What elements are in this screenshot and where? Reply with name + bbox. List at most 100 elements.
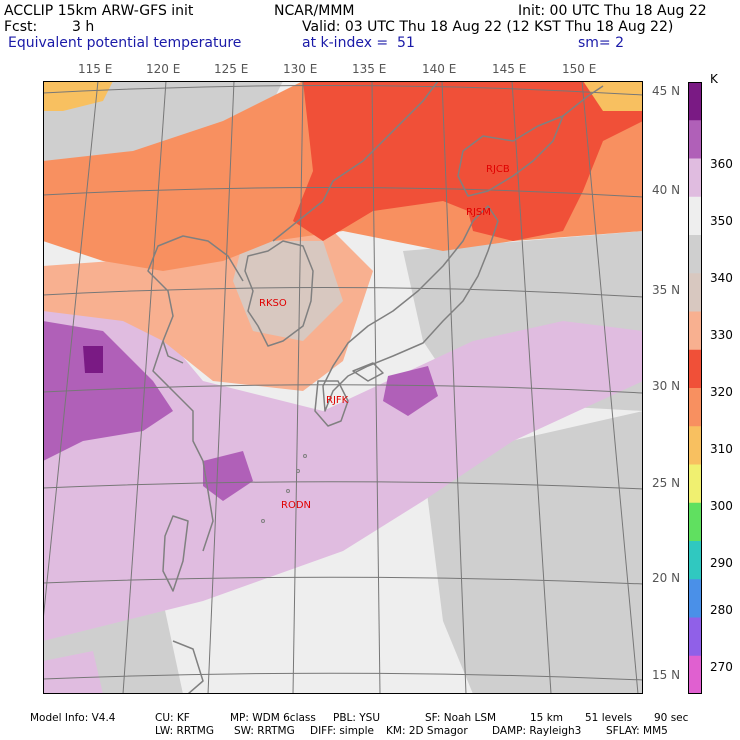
- lon-label-150: 150 E: [562, 62, 597, 76]
- colorbar-swatch: [688, 273, 702, 312]
- colorbar-swatch: [688, 311, 702, 351]
- field-patch-purple-west: [43, 321, 173, 461]
- meridian-120e: [122, 81, 167, 694]
- field-patch-purple-kyushu: [383, 366, 438, 416]
- footer-cumulus: CU: KF: [155, 712, 190, 724]
- theta-e-field: [43, 81, 643, 694]
- parallel-25n: [43, 481, 643, 490]
- forecast-hour: 3 h: [72, 19, 95, 35]
- parallel-30n: [43, 384, 643, 394]
- lon-label-140: 140 E: [422, 62, 457, 76]
- lat-label-40: 40 N: [652, 183, 681, 197]
- meridian-150e: [581, 81, 639, 694]
- colorbar-swatch: [688, 235, 702, 274]
- lon-label-115: 115 E: [78, 62, 113, 76]
- colorbar-label: 340: [710, 271, 733, 285]
- coast-manchuria-russia: [272, 81, 439, 242]
- colorbar-label: 280: [710, 603, 733, 617]
- field-patch-tan: [233, 241, 343, 341]
- colorbar-swatch: [688, 617, 702, 657]
- organization-label: NCAR/MMM: [274, 3, 355, 19]
- station-label: RJFK: [326, 395, 349, 406]
- colorbar-label: 290: [710, 556, 733, 570]
- colorbar-swatch: [688, 196, 702, 236]
- footer-diffusion: DIFF: simple: [310, 725, 374, 737]
- footer-surface-layer: SFLAY: MM5: [606, 725, 668, 737]
- footer-timestep: 90 sec: [654, 712, 689, 724]
- lon-label-120: 120 E: [146, 62, 181, 76]
- field-patch-light-orange-nw: [43, 81, 113, 111]
- colorbar-label: 350: [710, 214, 733, 228]
- colorbar-label: 330: [710, 328, 733, 342]
- coast-hokkaido: [457, 115, 564, 197]
- parallel-35n: [43, 286, 643, 298]
- colorbar: [688, 82, 702, 694]
- footer-shortwave: SW: RRTMG: [234, 725, 295, 737]
- colorbar-label: 310: [710, 442, 733, 456]
- forecast-label: Fcst:: [4, 19, 38, 35]
- init-time: Init: 00 UTC Thu 18 Aug 22: [518, 3, 707, 19]
- lat-label-45: 45 N: [652, 84, 681, 98]
- map-graticule: [43, 81, 643, 694]
- field-patch-light-purple-sw: [43, 651, 103, 694]
- colorbar-swatch: [688, 158, 702, 198]
- footer-surface: SF: Noah LSM: [425, 712, 497, 724]
- coastlines: [147, 81, 604, 694]
- meridian-130e: [292, 81, 304, 694]
- footer-longwave: LW: RRTMG: [155, 725, 214, 737]
- station-label: RODN: [281, 500, 311, 511]
- valid-time: Valid: 03 UTC Thu 18 Aug 22 (12 KST Thu …: [302, 19, 674, 35]
- parallel-15n: [43, 672, 643, 681]
- field-name: Equivalent potential temperature: [8, 35, 242, 51]
- lon-label-145: 145 E: [492, 62, 527, 76]
- lon-label-135: 135 E: [352, 62, 387, 76]
- coast-luzon: [172, 640, 204, 694]
- colorbar-label: 300: [710, 499, 733, 513]
- lon-label-130: 130 E: [283, 62, 318, 76]
- plot-title: ACCLIP 15km ARW-GFS init: [4, 3, 194, 19]
- colorbar-frame: [688, 82, 702, 694]
- colorbar-swatch: [688, 349, 702, 389]
- lat-label-35: 35 N: [652, 283, 681, 297]
- lat-label-15: 15 N: [652, 668, 681, 682]
- footer-damping: DAMP: Rayleigh3: [492, 725, 582, 737]
- colorbar-unit: K: [710, 72, 718, 86]
- lon-label-125: 125 E: [214, 62, 249, 76]
- footer-levels: 51 levels: [585, 712, 633, 724]
- coast-shikoku: [352, 362, 384, 382]
- footer-km: KM: 2D Smagor: [386, 725, 468, 737]
- field-patch-dark-purple: [83, 346, 103, 373]
- station-label: RJSM: [466, 207, 491, 218]
- coast-honshu: [322, 205, 499, 412]
- colorbar-label: 320: [710, 385, 733, 399]
- island-ryukyu-4: [261, 519, 265, 523]
- field-patch-light-purple: [43, 296, 643, 641]
- colorbar-swatch: [688, 426, 702, 465]
- lat-label-25: 25 N: [652, 476, 681, 490]
- colorbar-swatch: [688, 120, 702, 159]
- meridian-140e: [441, 81, 467, 694]
- smoothing-label: sm= 2: [578, 35, 625, 51]
- colorbar-swatch: [688, 655, 702, 694]
- colorbar-swatch: [688, 541, 702, 580]
- meridian-145e: [511, 81, 552, 694]
- coast-kyushu: [314, 380, 349, 427]
- field-patch-purple-center: [203, 451, 253, 501]
- colorbar-label: 360: [710, 157, 733, 171]
- colorbar-swatch: [688, 579, 702, 618]
- island-chain: [261, 454, 307, 523]
- colorbar-label: 270: [710, 660, 733, 674]
- station-label: RJCB: [486, 164, 510, 175]
- meridian-115e: [43, 81, 99, 622]
- parallel-20n: [43, 576, 643, 585]
- island-ryukyu-3: [286, 489, 290, 493]
- colorbar-swatch: [688, 388, 702, 427]
- footer-resolution: 15 km: [530, 712, 564, 724]
- footer-pbl: PBL: YSU: [333, 712, 381, 724]
- field-patch-red-hokkaido: [443, 101, 583, 241]
- colorbar-swatch: [688, 82, 702, 121]
- meridian-125e: [207, 81, 235, 694]
- footer-model-info: Model Info: V4.4: [30, 712, 116, 724]
- level-label: at k-index = 51: [302, 35, 415, 51]
- colorbar-swatch: [688, 464, 702, 504]
